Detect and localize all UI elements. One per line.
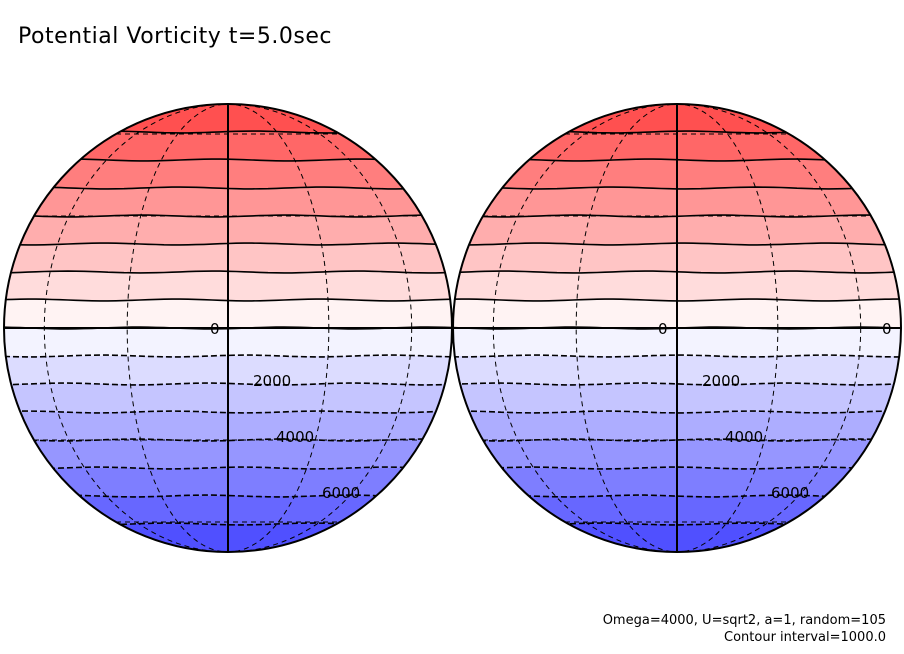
contour-line xyxy=(453,354,901,358)
contour-label: 2000 xyxy=(702,372,740,390)
globe-outline-right xyxy=(452,103,902,553)
contour-line xyxy=(4,382,452,386)
contour-line xyxy=(4,354,452,358)
plot-footer: Omega=4000, U=sqrt2, a=1, random=105 Con… xyxy=(603,612,886,646)
contour-label: 0 xyxy=(658,320,668,338)
contour-label: 6000 xyxy=(771,484,809,502)
contour-line xyxy=(4,466,452,470)
contour-label: 0 xyxy=(882,320,892,338)
contour-label: 0 xyxy=(210,320,220,338)
contour-labels-left: 0 2000 4000 6000 xyxy=(210,320,360,502)
contour-line xyxy=(453,382,901,386)
plot-title: Potential Vorticity t=5.0sec xyxy=(18,24,332,49)
parameter-note: Omega=4000, U=sqrt2, a=1, random=105 xyxy=(602,613,886,628)
contour-line xyxy=(4,410,452,414)
contour-interval-note: Contour interval=1000.0 xyxy=(724,630,886,645)
contour-line xyxy=(453,410,901,414)
contour-line xyxy=(453,466,901,470)
left-hemisphere: 0 2000 4000 6000 xyxy=(3,103,453,553)
contour-labels-right: 0 0 2000 4000 6000 xyxy=(658,320,892,502)
contour-label: 2000 xyxy=(253,372,291,390)
contour-label: 4000 xyxy=(276,428,314,446)
contour-label: 4000 xyxy=(725,428,763,446)
right-hemisphere: 0 0 2000 4000 6000 xyxy=(452,103,902,553)
contour-label: 6000 xyxy=(322,484,360,502)
